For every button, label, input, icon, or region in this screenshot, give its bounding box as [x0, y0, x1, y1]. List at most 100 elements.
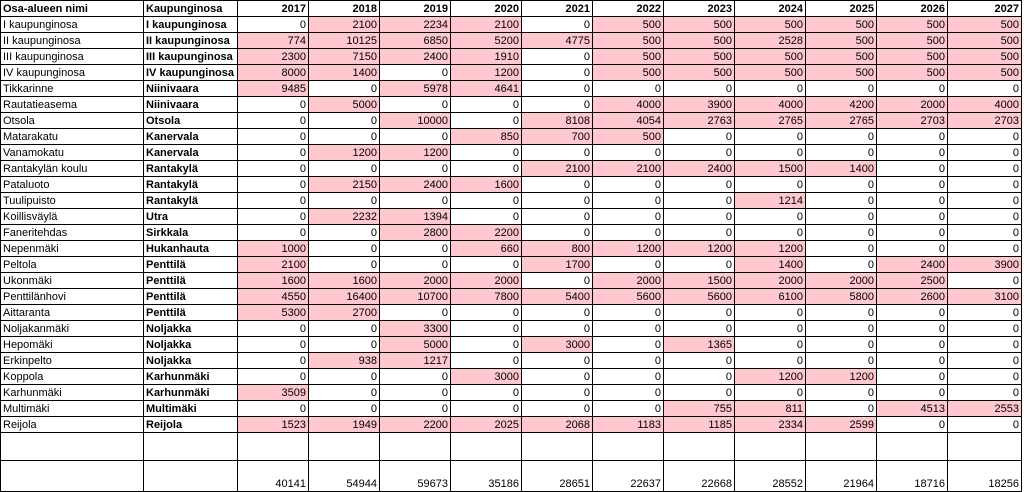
value-cell[interactable]: 0 — [947, 144, 1022, 161]
value-cell[interactable]: 0 — [308, 80, 380, 97]
value-cell[interactable]: 5978 — [379, 80, 451, 97]
value-cell[interactable]: 4641 — [450, 80, 522, 97]
empty-cell[interactable] — [237, 432, 309, 461]
value-cell[interactable]: 1500 — [734, 160, 806, 177]
value-cell[interactable]: 500 — [805, 32, 877, 49]
empty-cell[interactable] — [947, 432, 1022, 461]
district-cell[interactable]: Niinivaara — [143, 80, 238, 97]
value-cell[interactable]: 0 — [592, 208, 664, 225]
value-cell[interactable]: 0 — [308, 160, 380, 177]
value-cell[interactable]: 0 — [592, 176, 664, 193]
value-cell[interactable]: 0 — [805, 144, 877, 161]
header-district[interactable]: Kaupunginosa — [143, 0, 238, 17]
district-cell[interactable]: II kaupunginosa — [143, 32, 238, 49]
value-cell[interactable]: 16400 — [308, 288, 380, 305]
value-cell[interactable]: 500 — [592, 128, 664, 145]
value-cell[interactable]: 0 — [947, 304, 1022, 321]
value-cell[interactable]: 10125 — [308, 32, 380, 49]
value-cell[interactable]: 2068 — [521, 416, 593, 433]
area-name-cell[interactable]: Multimäki — [0, 400, 144, 417]
value-cell[interactable]: 2700 — [308, 304, 380, 321]
empty-cell[interactable] — [876, 432, 948, 461]
value-cell[interactable]: 0 — [450, 256, 522, 273]
value-cell[interactable]: 0 — [663, 80, 735, 97]
value-cell[interactable]: 2000 — [876, 96, 948, 113]
value-cell[interactable]: 3509 — [237, 384, 309, 401]
area-name-cell[interactable]: I kaupunginosa — [0, 16, 144, 33]
district-cell[interactable]: Niinivaara — [143, 96, 238, 113]
value-cell[interactable]: 0 — [521, 176, 593, 193]
empty-cell[interactable] — [0, 460, 144, 492]
value-cell[interactable]: 0 — [592, 304, 664, 321]
value-cell[interactable]: 2800 — [379, 224, 451, 241]
value-cell[interactable]: 2025 — [450, 416, 522, 433]
total-cell[interactable]: 22637 — [592, 460, 664, 492]
value-cell[interactable]: 1217 — [379, 352, 451, 369]
value-cell[interactable]: 0 — [805, 224, 877, 241]
value-cell[interactable]: 660 — [450, 240, 522, 257]
value-cell[interactable]: 1949 — [308, 416, 380, 433]
value-cell[interactable]: 1400 — [734, 256, 806, 273]
value-cell[interactable]: 500 — [876, 64, 948, 81]
value-cell[interactable]: 938 — [308, 352, 380, 369]
value-cell[interactable]: 0 — [876, 208, 948, 225]
value-cell[interactable]: 0 — [379, 368, 451, 385]
value-cell[interactable]: 1600 — [237, 272, 309, 289]
value-cell[interactable]: 0 — [663, 256, 735, 273]
value-cell[interactable]: 0 — [308, 192, 380, 209]
total-cell[interactable]: 35186 — [450, 460, 522, 492]
value-cell[interactable]: 1200 — [379, 144, 451, 161]
value-cell[interactable]: 1400 — [308, 64, 380, 81]
value-cell[interactable]: 500 — [947, 48, 1022, 65]
total-cell[interactable]: 40141 — [237, 460, 309, 492]
value-cell[interactable]: 2000 — [734, 272, 806, 289]
value-cell[interactable]: 0 — [308, 224, 380, 241]
value-cell[interactable]: 0 — [521, 352, 593, 369]
district-cell[interactable]: Noljakka — [143, 320, 238, 337]
value-cell[interactable]: 2703 — [947, 112, 1022, 129]
value-cell[interactable]: 0 — [592, 384, 664, 401]
value-cell[interactable]: 500 — [592, 16, 664, 33]
value-cell[interactable]: 500 — [734, 48, 806, 65]
value-cell[interactable]: 0 — [237, 352, 309, 369]
value-cell[interactable]: 8000 — [237, 64, 309, 81]
header-year[interactable]: 2023 — [663, 0, 735, 17]
value-cell[interactable]: 2100 — [450, 16, 522, 33]
value-cell[interactable]: 6850 — [379, 32, 451, 49]
header-year[interactable]: 2024 — [734, 0, 806, 17]
value-cell[interactable]: 2100 — [237, 256, 309, 273]
district-cell[interactable]: Penttilä — [143, 288, 238, 305]
value-cell[interactable]: 0 — [876, 416, 948, 433]
value-cell[interactable]: 0 — [521, 208, 593, 225]
value-cell[interactable]: 5400 — [521, 288, 593, 305]
district-cell[interactable]: Karhunmäki — [143, 368, 238, 385]
value-cell[interactable]: 1700 — [521, 256, 593, 273]
value-cell[interactable]: 0 — [947, 208, 1022, 225]
value-cell[interactable]: 500 — [876, 32, 948, 49]
value-cell[interactable]: 8108 — [521, 112, 593, 129]
empty-cell[interactable] — [663, 432, 735, 461]
value-cell[interactable]: 0 — [237, 96, 309, 113]
value-cell[interactable]: 0 — [876, 336, 948, 353]
value-cell[interactable]: 0 — [663, 208, 735, 225]
value-cell[interactable]: 0 — [805, 240, 877, 257]
area-name-cell[interactable]: IV kaupunginosa — [0, 64, 144, 81]
value-cell[interactable]: 1200 — [450, 64, 522, 81]
value-cell[interactable]: 0 — [308, 112, 380, 129]
value-cell[interactable]: 0 — [947, 176, 1022, 193]
total-cell[interactable]: 28651 — [521, 460, 593, 492]
area-name-cell[interactable]: Faneritehdas — [0, 224, 144, 241]
empty-cell[interactable] — [450, 432, 522, 461]
value-cell[interactable]: 0 — [734, 384, 806, 401]
area-name-cell[interactable]: Otsola — [0, 112, 144, 129]
value-cell[interactable]: 0 — [734, 336, 806, 353]
value-cell[interactable]: 0 — [450, 336, 522, 353]
value-cell[interactable]: 2334 — [734, 416, 806, 433]
header-year[interactable]: 2026 — [876, 0, 948, 17]
area-name-cell[interactable]: Noljakanmäki — [0, 320, 144, 337]
value-cell[interactable]: 0 — [308, 320, 380, 337]
value-cell[interactable]: 811 — [734, 400, 806, 417]
value-cell[interactable]: 2500 — [876, 272, 948, 289]
value-cell[interactable]: 0 — [876, 304, 948, 321]
value-cell[interactable]: 500 — [592, 48, 664, 65]
